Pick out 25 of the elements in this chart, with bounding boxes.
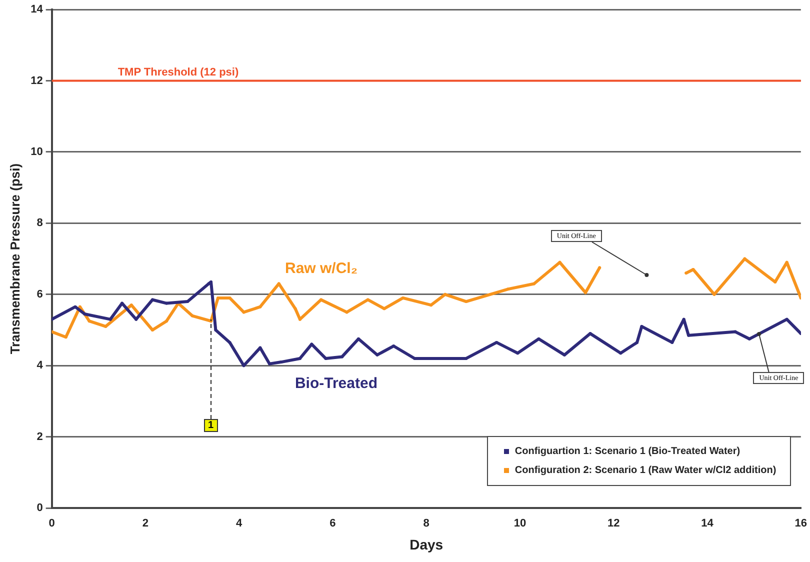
x-tick-label: 14 bbox=[701, 518, 714, 530]
y-tick-label: 8 bbox=[36, 217, 43, 230]
x-axis-title: Days bbox=[410, 536, 444, 552]
y-tick-label: 10 bbox=[30, 146, 43, 158]
y-tick-label: 14 bbox=[30, 4, 44, 16]
y-axis-title: Transmembrane Pressure (psi) bbox=[7, 163, 22, 354]
legend-label: Configuartion 1: Scenario 1 (Bio-Treated Water) bbox=[514, 445, 742, 459]
y-tick-label: 6 bbox=[36, 288, 43, 300]
x-tick-label: 16 bbox=[794, 518, 808, 530]
x-tick-label: 6 bbox=[330, 518, 336, 530]
x-tick-label: 2 bbox=[142, 518, 149, 530]
x-tick-label: 8 bbox=[423, 518, 430, 530]
x-tick-label: 4 bbox=[236, 518, 244, 530]
y-tick-label: 12 bbox=[30, 74, 43, 87]
x-tick-label: 10 bbox=[514, 518, 526, 530]
annotation: Bio-Treated bbox=[294, 374, 378, 392]
legend-label: Configuration 2: Scenario 1 (Raw Water w/Cl2 addition) bbox=[514, 464, 776, 478]
annotation: Raw w/Cl₂ bbox=[284, 260, 358, 278]
y-tick-label: 4 bbox=[36, 360, 44, 372]
annotation: 1 bbox=[204, 419, 218, 432]
y-tick-label: 2 bbox=[36, 430, 43, 443]
y-tick-label: 0 bbox=[36, 502, 43, 514]
ref-line-label: TMP Threshold (12 psi) bbox=[118, 66, 239, 78]
x-tick-label: 12 bbox=[607, 518, 620, 530]
x-tick-label: 0 bbox=[48, 518, 55, 530]
